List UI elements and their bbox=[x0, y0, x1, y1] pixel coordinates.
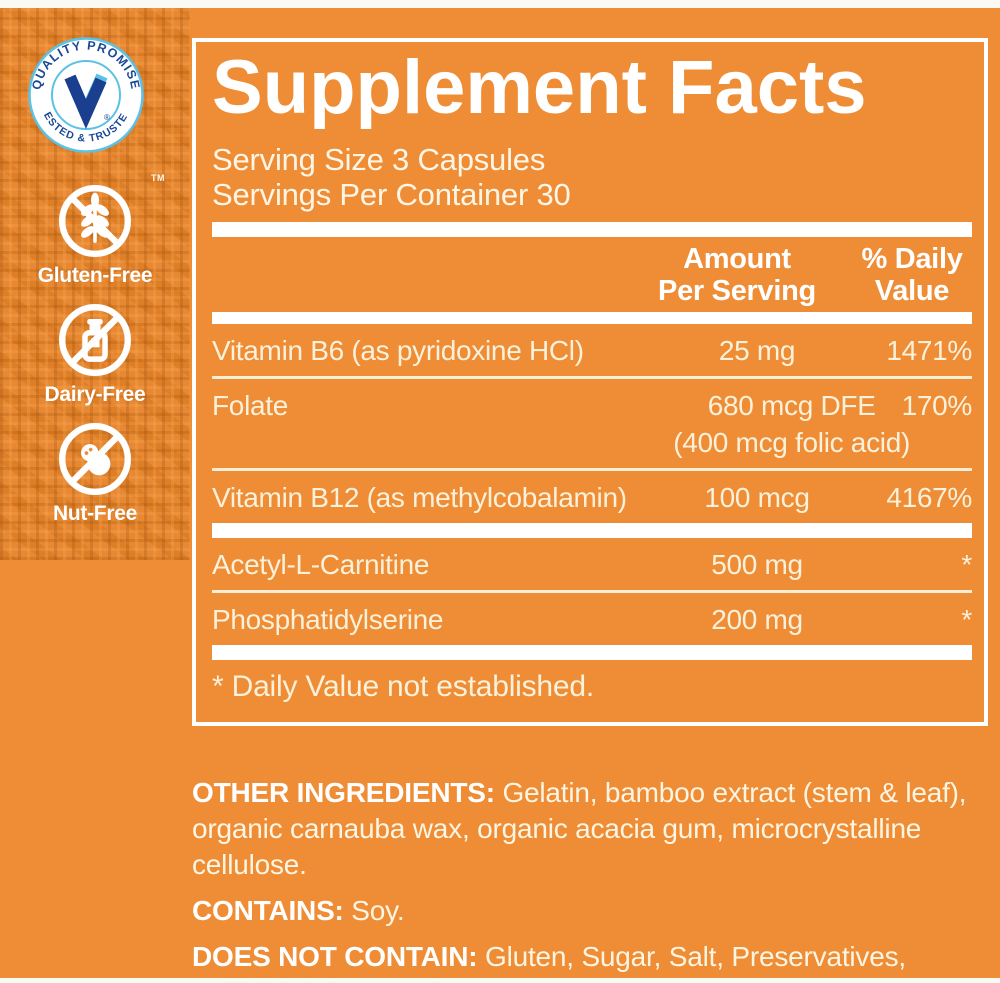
table-row-vitamin-b12: Vitamin B12 (as methylcobalamin) 100 mcg… bbox=[212, 471, 972, 523]
divider-bar bbox=[212, 523, 972, 538]
does-not-contain-label: DOES NOT CONTAIN: bbox=[192, 941, 478, 972]
nutrient-amount: 25 mg bbox=[718, 335, 796, 366]
milk-bottle-slash-icon bbox=[59, 304, 131, 376]
nutrient-daily-value: 170% bbox=[901, 390, 973, 421]
nutrient-note: (400 mcg folic acid) bbox=[673, 427, 910, 458]
does-not-contain-text: Gluten, Sugar, Salt, Preservatives, Arti… bbox=[192, 941, 906, 983]
quality-promise-badge: QUALITY PROMISE TESTED & TRUSTED ® TM bbox=[27, 36, 165, 183]
top-edge bbox=[0, 0, 1000, 8]
divider-bar bbox=[212, 222, 972, 237]
contains: CONTAINS: Soy. bbox=[192, 893, 994, 929]
nutrient-daily-value: * bbox=[961, 604, 972, 635]
nut-free-label: Nut-Free bbox=[53, 502, 137, 525]
v-logo-icon: ® bbox=[64, 73, 110, 129]
divider-bar bbox=[212, 645, 972, 660]
nutrient-amount: 200 mg bbox=[711, 604, 803, 635]
nutrient-name: Vitamin B12 (as methylcobalamin) bbox=[212, 482, 627, 513]
amount-column-header: Amount Per Serving bbox=[622, 243, 852, 307]
nutrient-name: Vitamin B6 (as pyridoxine HCl) bbox=[212, 335, 584, 366]
nut-free-block: Nut-Free bbox=[0, 418, 190, 526]
dairy-free-block: Dairy-Free bbox=[0, 299, 190, 407]
table-row-folate: Folate 680 mcg DFE 170% (400 mcg folic ac… bbox=[212, 379, 972, 471]
dv-header-line1: % Daily bbox=[861, 243, 963, 275]
folate-values: 680 mcg DFE 170% (400 mcg folic acid) bbox=[592, 390, 972, 458]
other-ingredients: OTHER INGREDIENTS: Gelatin, bamboo extra… bbox=[192, 775, 994, 883]
daily-value-column-header: % Daily Value bbox=[852, 243, 972, 307]
quality-promise-seal-icon: QUALITY PROMISE TESTED & TRUSTED ® bbox=[28, 37, 144, 153]
panel-title: Supplement Facts bbox=[212, 45, 867, 130]
nutrient-amount: 680 mcg DFE bbox=[707, 390, 876, 421]
other-ingredients-text: Gelatin, bamboo extract (stem & leaf), o… bbox=[192, 777, 967, 880]
peanut-slash-icon bbox=[59, 423, 131, 495]
supplement-facts-panel: Supplement Facts Serving Size 3 Capsules… bbox=[192, 38, 988, 726]
daily-value-footnote: * Daily Value not established. bbox=[212, 670, 595, 703]
other-ingredients-label: OTHER INGREDIENTS: bbox=[192, 777, 495, 808]
badge-trademark: TM bbox=[151, 173, 165, 183]
table-row-vitamin-b6: Vitamin B6 (as pyridoxine HCl) 25 mg 147… bbox=[212, 324, 972, 379]
amount-header-line1: Amount bbox=[683, 243, 791, 275]
serving-size: Serving Size 3 Capsules bbox=[212, 142, 546, 177]
nutrient-name: Folate bbox=[212, 390, 289, 421]
servings-per-container: Servings Per Container 30 bbox=[212, 177, 571, 212]
table-row-phosphatidylserine: Phosphatidylserine 200 mg * bbox=[212, 593, 972, 645]
dairy-free-label: Dairy-Free bbox=[44, 383, 146, 406]
nutrient-name: Phosphatidylserine bbox=[212, 604, 444, 635]
wheat-slash-icon bbox=[59, 185, 131, 257]
ingredient-details: OTHER INGREDIENTS: Gelatin, bamboo extra… bbox=[192, 775, 994, 983]
gluten-free-label: Gluten-Free bbox=[37, 264, 153, 287]
registered-mark: ® bbox=[104, 113, 110, 122]
nutrient-daily-value: 1471% bbox=[886, 335, 972, 366]
nutrient-amount: 500 mg bbox=[711, 549, 803, 580]
nutrient-daily-value: 4167% bbox=[886, 482, 972, 513]
nutrient-name: Acetyl-L-Carnitine bbox=[212, 549, 430, 580]
bottom-edge bbox=[0, 978, 1000, 983]
table-row-acetyl-l-carnitine: Acetyl-L-Carnitine 500 mg * bbox=[212, 538, 972, 593]
nutrient-amount: 100 mcg bbox=[704, 482, 810, 513]
contains-text: Soy. bbox=[343, 895, 405, 926]
contains-label: CONTAINS: bbox=[192, 895, 344, 926]
left-column: QUALITY PROMISE TESTED & TRUSTED ® TM bbox=[0, 0, 190, 983]
divider-bar bbox=[212, 312, 972, 324]
nutrient-daily-value: * bbox=[961, 549, 972, 580]
does-not-contain: DOES NOT CONTAIN: Gluten, Sugar, Salt, P… bbox=[192, 939, 994, 983]
column-headers: Amount Per Serving % Daily Value bbox=[212, 243, 972, 307]
amount-header-line2: Per Serving bbox=[658, 275, 816, 307]
dv-header-line2: Value bbox=[874, 275, 950, 307]
gluten-free-block: Gluten-Free bbox=[0, 180, 190, 288]
